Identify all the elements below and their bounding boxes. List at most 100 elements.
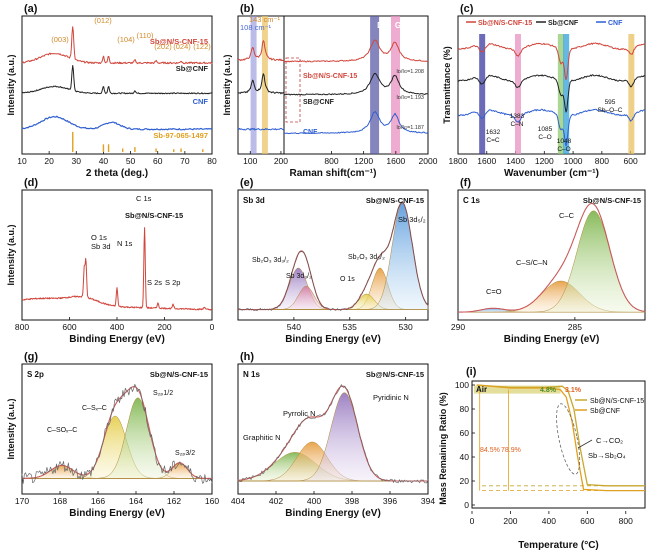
- peak-annotation: Pyrrolic N: [283, 409, 316, 418]
- legend-label: Sb@CNF: [548, 20, 579, 27]
- panel-label: (c): [460, 3, 474, 15]
- peak-annotation: 1085: [538, 126, 553, 133]
- peak-annotation: N 1s: [117, 239, 133, 248]
- x-tick-label: 40: [99, 156, 109, 166]
- raw-data: [237, 384, 429, 484]
- x-tick-label: 60: [153, 156, 163, 166]
- plot-frame: [237, 363, 429, 495]
- x-tick-label: 402: [269, 496, 283, 506]
- peak-annotation: 1632: [486, 129, 501, 136]
- panel-a: (a) 2 theta (deg.) Intensity (a.u.) 10 20 30 4…: [6, 3, 217, 179]
- x-axis-label: Binding Energy (eV): [69, 508, 165, 519]
- reaction-label: C→CO₂: [596, 436, 623, 445]
- peak-annotation: (012): [94, 16, 112, 25]
- x-tick-label: 2000: [419, 156, 438, 166]
- x-tick-label: 600: [62, 322, 76, 332]
- band-d: [370, 16, 380, 154]
- series-line-2: [457, 108, 646, 147]
- series-line-high-1: [283, 73, 429, 96]
- peak-annotation: Graphitic N: [243, 433, 281, 442]
- mass-loss-label: 3.1%: [565, 387, 582, 394]
- band-1048: [563, 34, 570, 154]
- peak-annotation: S₂ₚ3/2: [175, 450, 195, 457]
- y-tick-label: 100: [455, 380, 469, 390]
- x-tick-label: 162: [167, 496, 181, 506]
- x-axis-label: Binding Energy (eV): [69, 334, 165, 345]
- peak-annotation: S 2s: [147, 278, 162, 287]
- series-label: SB@CNF: [303, 99, 335, 106]
- peak-annotation: C–N: [510, 121, 523, 128]
- series-line-low-2: [237, 127, 285, 131]
- peak-annotation: Sb₂O₃ 3d₃/₂: [252, 257, 289, 264]
- x-tick-label: 800: [324, 156, 338, 166]
- x-tick-label: 168: [53, 496, 67, 506]
- x-tick-label: 160: [205, 496, 219, 506]
- x-tick-label: 70: [180, 156, 190, 166]
- band-1632: [479, 34, 486, 154]
- peak-annotation: O 1s: [340, 276, 355, 283]
- x-tick-label: 170: [15, 496, 29, 506]
- peak-annotation: (122): [193, 42, 211, 51]
- peak-annotation: (003): [51, 35, 69, 44]
- x-tick-label: 1400: [506, 156, 525, 166]
- x-axis-label: Binding Energy (eV): [285, 334, 381, 345]
- x-tick-label: 396: [383, 496, 397, 506]
- plot-frame: [471, 380, 646, 509]
- x-tick-label: 1600: [386, 156, 405, 166]
- sample-label: Sb@N/S-CNF-15: [366, 370, 424, 379]
- peak-annotation: C–O: [538, 134, 551, 141]
- peak-annotation: (110): [137, 31, 154, 40]
- peak-annotation: Sb 3d₅/₂: [398, 215, 426, 224]
- legend-label: Sb@N/S-CNF-15: [590, 398, 644, 405]
- y-axis-label: Intensity (a.u.): [6, 398, 16, 459]
- x-axis-label: Wavenumber (cm⁻¹): [504, 168, 599, 179]
- peak-annotation: C–SOₓ–C: [47, 427, 77, 434]
- x-tick-label: 100: [243, 156, 257, 166]
- y-axis-label: Intensity (a.u.): [6, 224, 16, 285]
- sample-label: Sb@N/S-CNF-15: [150, 370, 208, 379]
- x-tick-label: 200: [274, 156, 288, 166]
- x-tick-label: 20: [44, 156, 54, 166]
- peak-annotation: C 1s: [136, 194, 152, 203]
- plateau-region: [474, 385, 561, 394]
- x-tick-label: 600: [624, 156, 638, 166]
- peak-annotation: C–S/C–N: [516, 258, 548, 267]
- plot-frame: [21, 15, 213, 155]
- panel-g: (g) Binding Energy (eV) Intensity (a.u.) 17…: [6, 351, 219, 519]
- panel-title: Air: [476, 385, 487, 394]
- series-line-survey: [21, 227, 212, 311]
- x-tick-label: 200: [503, 516, 517, 526]
- x-tick-label: 800: [619, 516, 633, 526]
- x-axis-label: Temperature (°C): [518, 540, 599, 551]
- peak-annotation: (202): [154, 42, 172, 51]
- peak-annotation: Sb 3d: [91, 242, 111, 251]
- x-tick-label: 0: [470, 516, 475, 526]
- x-tick-label: 800: [15, 322, 29, 332]
- x-tick-label: 1600: [477, 156, 496, 166]
- x-tick-label: 285: [568, 322, 582, 332]
- band-595: [628, 34, 635, 154]
- plot-frame: [237, 15, 429, 155]
- series-line-low-1: [237, 73, 285, 95]
- x-tick-label: 1000: [564, 156, 583, 166]
- series-line-low-0: [237, 40, 285, 62]
- mass-loss-label: 78.9%: [501, 447, 521, 454]
- plot-frame: [457, 189, 646, 321]
- peak-annotation: C–O: [557, 146, 570, 153]
- peak-annotation: O 1s: [91, 233, 107, 242]
- panel-c: (c) Wavenumber (cm⁻¹) Transmittance (%) 180…: [442, 3, 646, 179]
- band-1383: [514, 34, 521, 154]
- sample-label: Sb@N/S-CNF-15: [583, 196, 641, 205]
- fit-envelope: [457, 202, 646, 313]
- y-tick-label: 60: [460, 428, 470, 438]
- panel-label: (f): [460, 177, 471, 189]
- panel-label: (e): [240, 177, 254, 189]
- series-line-high-0: [283, 39, 429, 63]
- x-tick-label: 1200: [535, 156, 554, 166]
- x-tick-label: 80: [207, 156, 217, 166]
- series-label: Sb-97-065-1497: [153, 131, 208, 140]
- x-tick-label: 0: [210, 322, 215, 332]
- x-tick-label: 1800: [449, 156, 468, 166]
- x-tick-label: 530: [399, 322, 413, 332]
